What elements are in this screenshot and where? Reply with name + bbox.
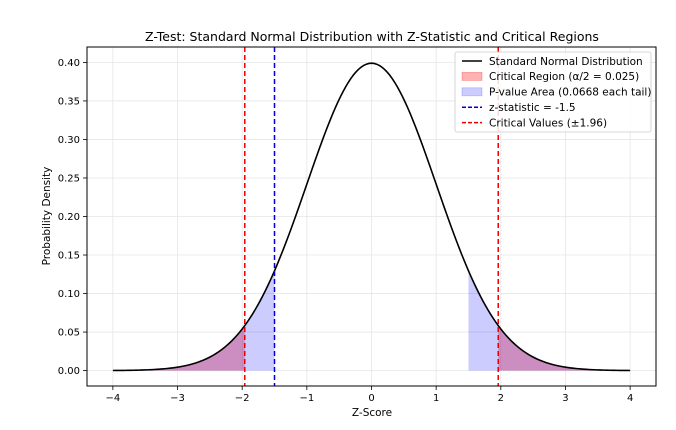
legend-box xyxy=(454,51,652,133)
y-axis-label: Probability Density xyxy=(41,167,53,266)
legend: Standard Normal Distribution Critical Reg… xyxy=(454,51,652,133)
x-tick-label: −1 xyxy=(299,393,314,404)
chart-title: Z-Test: Standard Normal Distribution wit… xyxy=(145,29,599,44)
p-value-area-fill xyxy=(112,270,275,371)
normal-curve-line xyxy=(112,62,631,372)
x-axis-label: Z-Score xyxy=(352,407,392,419)
x-tick-label: 2 xyxy=(498,393,504,404)
y-tick-label: 0.00 xyxy=(58,366,80,377)
legend-swatch xyxy=(461,72,483,81)
legend-entry-label: z-statistic = -1.5 xyxy=(489,102,576,114)
y-tick-label: 0.10 xyxy=(58,289,80,300)
curve-layer xyxy=(112,62,631,372)
y-axis-ticks: 0.00 0.05 0.10 0.15 0.20 0.25 0.30 0.35 0.40 xyxy=(58,58,87,377)
legend-entry-label: Standard Normal Distribution xyxy=(489,56,643,68)
x-tick-label: 4 xyxy=(627,393,633,404)
y-tick-label: 0.20 xyxy=(58,212,80,223)
x-tick-label: −2 xyxy=(235,393,250,404)
critical-region-fill xyxy=(112,325,245,371)
x-tick-label: 3 xyxy=(562,393,568,404)
y-tick-label: 0.40 xyxy=(58,58,80,69)
y-tick-label: 0.35 xyxy=(58,96,80,107)
p-value-area-fill xyxy=(468,270,631,371)
y-tick-label: 0.25 xyxy=(58,173,80,184)
x-tick-label: 0 xyxy=(368,393,374,404)
legend-swatch xyxy=(461,87,483,97)
x-axis-ticks: −4 −3 −2 −1 0 1 2 3 4 xyxy=(105,386,633,404)
x-tick-label: −4 xyxy=(105,393,120,404)
legend-entry-label: Critical Values (±1.96) xyxy=(489,117,607,129)
y-tick-label: 0.15 xyxy=(58,251,80,262)
critical-region-fill xyxy=(498,325,631,371)
area-fills xyxy=(112,270,631,371)
x-tick-label: −3 xyxy=(170,393,185,404)
x-tick-label: 1 xyxy=(433,393,439,404)
legend-entry-label: P-value Area (0.0668 each tail) xyxy=(489,87,651,99)
legend-entry-label: Critical Region (α/2 = 0.025) xyxy=(489,71,639,83)
y-tick-label: 0.30 xyxy=(58,135,80,146)
y-tick-label: 0.05 xyxy=(58,328,80,339)
